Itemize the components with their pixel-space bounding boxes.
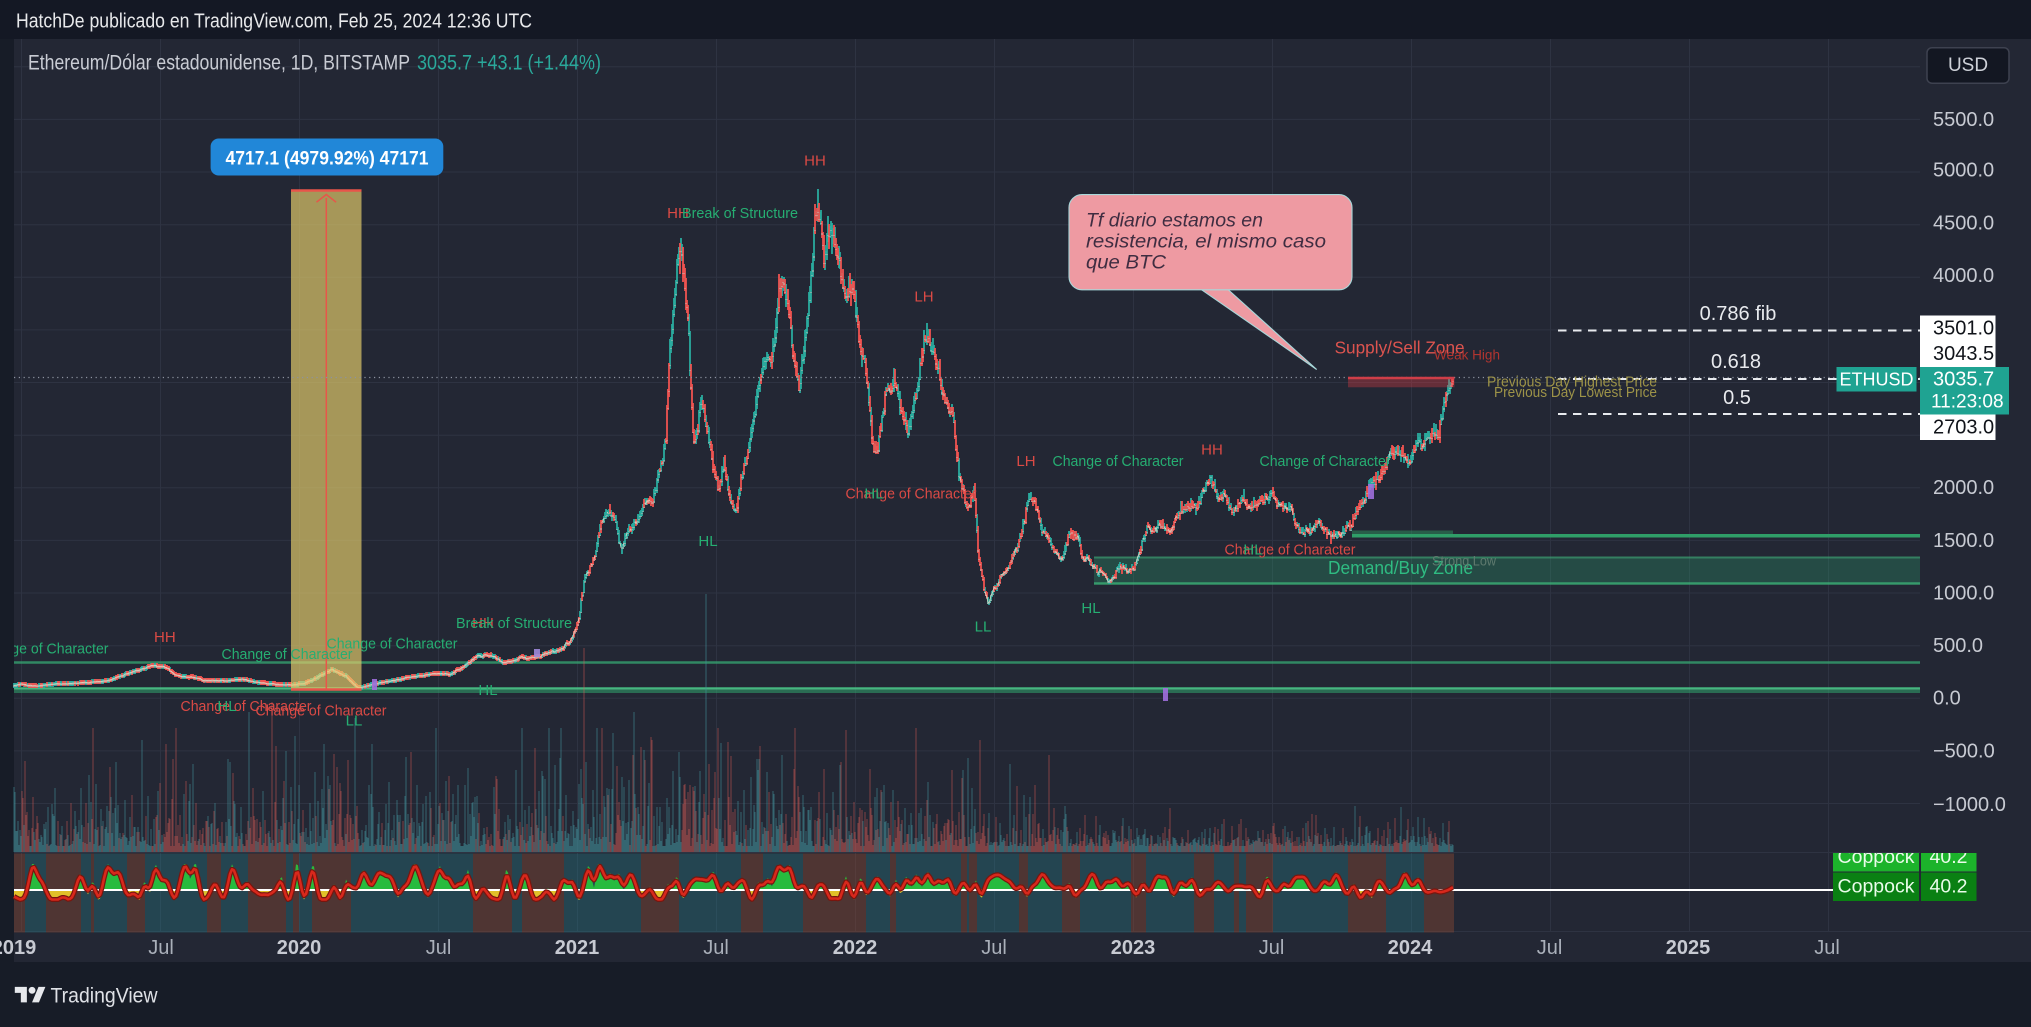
svg-text:Weak High: Weak High <box>1434 347 1500 363</box>
svg-text:3043.5: 3043.5 <box>1933 343 1994 365</box>
svg-text:Supply/Sell Zone: Supply/Sell Zone <box>1335 338 1465 358</box>
svg-text:40.2: 40.2 <box>1930 846 1968 868</box>
svg-text:Change of Character: Change of Character <box>181 698 312 715</box>
svg-text:2000.0: 2000.0 <box>1933 477 1994 499</box>
svg-text:2022: 2022 <box>833 937 878 959</box>
svg-text:Change of Character: Change of Character <box>846 486 977 503</box>
svg-text:HL: HL <box>1243 542 1262 559</box>
svg-text:2703.0: 2703.0 <box>1933 416 1994 438</box>
svg-text:LL: LL <box>975 619 992 636</box>
svg-text:HL: HL <box>217 698 236 715</box>
svg-text:0.0: 0.0 <box>1933 688 1961 710</box>
svg-text:LH: LH <box>1016 453 1035 470</box>
svg-text:Jul: Jul <box>426 937 452 959</box>
svg-text:HL: HL <box>1081 600 1100 617</box>
svg-text:2024: 2024 <box>1388 937 1433 959</box>
svg-text:Tf diario estamos en: Tf diario estamos en <box>1086 209 1263 231</box>
svg-text:−500.0: −500.0 <box>1933 741 1995 763</box>
svg-text:HH: HH <box>472 615 494 632</box>
svg-text:0.5: 0.5 <box>1723 387 1751 409</box>
svg-text:Break of Structure: Break of Structure <box>456 615 572 632</box>
svg-text:Jul: Jul <box>703 937 729 959</box>
svg-text:1500.0: 1500.0 <box>1933 530 1994 552</box>
svg-text:USD: USD <box>1948 55 1988 76</box>
svg-text:Strong Low: Strong Low <box>1432 553 1497 569</box>
svg-text:1000.0: 1000.0 <box>1933 583 1994 605</box>
svg-text:5500.0: 5500.0 <box>1933 109 1994 131</box>
svg-text:Change of Character: Change of Character <box>1053 453 1184 470</box>
svg-text:Break of Structure: Break of Structure <box>682 205 798 222</box>
svg-text:resistencia, el mismo caso: resistencia, el mismo caso <box>1086 230 1326 252</box>
svg-text:2021: 2021 <box>555 937 600 959</box>
svg-text:Jul: Jul <box>1259 937 1285 959</box>
svg-text:Jul: Jul <box>981 937 1007 959</box>
svg-text:2023: 2023 <box>1111 937 1156 959</box>
svg-text:Change of Character: Change of Character <box>1260 453 1391 470</box>
svg-text:HH: HH <box>667 205 689 222</box>
svg-text:HatchDe publicado en TradingVi: HatchDe publicado en TradingView.com, Fe… <box>16 11 532 33</box>
svg-text:Change of Character: Change of Character <box>222 646 353 663</box>
svg-text:HH: HH <box>154 629 176 646</box>
svg-text:0.618: 0.618 <box>1711 351 1761 373</box>
svg-text:HH: HH <box>804 153 826 170</box>
svg-text:HL: HL <box>478 682 497 699</box>
svg-text:LL: LL <box>346 713 363 730</box>
svg-text:Demand/Buy Zone: Demand/Buy Zone <box>1328 558 1473 578</box>
svg-text:500.0: 500.0 <box>1933 635 1983 657</box>
svg-text:Change of Character: Change of Character <box>327 636 458 653</box>
svg-text:40.2: 40.2 <box>1930 876 1968 898</box>
svg-text:Jul: Jul <box>148 937 174 959</box>
svg-text:Change of Character: Change of Character <box>256 703 387 720</box>
svg-text:0.786 fib: 0.786 fib <box>1700 303 1777 325</box>
svg-text:HL: HL <box>698 533 717 550</box>
svg-text:4000.0: 4000.0 <box>1933 265 1994 287</box>
svg-text:3035.7 +43.1 (+1.44%): 3035.7 +43.1 (+1.44%) <box>417 52 601 75</box>
svg-text:que BTC: que BTC <box>1086 251 1167 273</box>
svg-text:ETHUSD: ETHUSD <box>1839 370 1913 390</box>
svg-text:HH: HH <box>1201 442 1223 459</box>
svg-text:Change of Character: Change of Character <box>1225 542 1356 559</box>
svg-text:Coppock: Coppock <box>1838 846 1915 868</box>
svg-text:TradingView: TradingView <box>51 984 158 1008</box>
svg-text:Previous Day Lowest Price: Previous Day Lowest Price <box>1494 384 1657 401</box>
svg-text:3501.0: 3501.0 <box>1933 318 1994 340</box>
svg-text:5000.0: 5000.0 <box>1933 160 1994 182</box>
svg-text:Ethereum/Dólar estadounidense,: Ethereum/Dólar estadounidense, 1D, BITST… <box>28 52 410 75</box>
svg-text:4500.0: 4500.0 <box>1933 213 1994 235</box>
svg-text:−1000.0: −1000.0 <box>1933 794 2006 816</box>
svg-text:2025: 2025 <box>1666 937 1711 959</box>
svg-text:Change of Character: Change of Character <box>0 641 109 658</box>
svg-text:LH: LH <box>914 289 933 306</box>
svg-text:2020: 2020 <box>277 937 322 959</box>
svg-text:Jul: Jul <box>1814 937 1840 959</box>
svg-text:HL: HL <box>864 486 883 503</box>
svg-text:Previous Day Highest Price: Previous Day Highest Price <box>1487 373 1657 390</box>
svg-text:Coppock: Coppock <box>1838 876 1915 898</box>
svg-text:11:23:08: 11:23:08 <box>1931 392 2004 413</box>
svg-text:4717.1 (4979.92%) 47171: 4717.1 (4979.92%) 47171 <box>226 148 429 170</box>
svg-text:3035.7: 3035.7 <box>1933 369 1994 391</box>
svg-text:Jul: Jul <box>1537 937 1563 959</box>
